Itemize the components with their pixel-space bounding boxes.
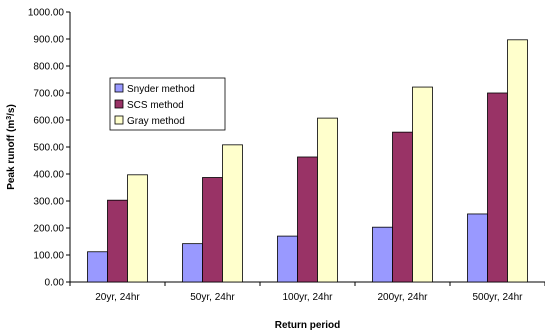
bar-scs-method bbox=[392, 131, 413, 283]
x-axis-title: Return period bbox=[275, 320, 341, 331]
x-tick-label: 50yr, 24hr bbox=[190, 292, 235, 303]
legend-box bbox=[109, 77, 226, 131]
y-tick-label: 700.00 bbox=[33, 89, 64, 100]
y-axis-title-suffix: /s) bbox=[6, 104, 17, 116]
x-tick-label: 100yr, 24hr bbox=[282, 292, 333, 303]
legend-swatch bbox=[114, 115, 124, 125]
y-tick-label: 500.00 bbox=[33, 143, 64, 154]
bar-snyder-method bbox=[372, 226, 393, 283]
legend-swatch bbox=[114, 99, 124, 109]
x-tick-label: 20yr, 24hr bbox=[95, 292, 140, 303]
bar-snyder-method bbox=[277, 235, 298, 283]
y-tick-label: 100.00 bbox=[33, 251, 64, 262]
x-axis: 20yr, 24hr 50yr, 24hr 100yr, 24hr 200yr, 24… bbox=[69, 281, 545, 303]
y-tick-label: 200.00 bbox=[33, 224, 64, 235]
y-tick-label: 400.00 bbox=[33, 170, 64, 181]
legend-swatch bbox=[114, 83, 124, 93]
legend: Snyder method SCS method Gray method bbox=[109, 77, 226, 131]
bar-snyder-method bbox=[467, 213, 488, 283]
bar-snyder-method bbox=[182, 243, 203, 283]
bar-gray-method bbox=[412, 86, 433, 283]
bar-scs-method bbox=[202, 177, 223, 283]
legend-label: Snyder method bbox=[127, 84, 195, 95]
bar-scs-method bbox=[107, 199, 128, 283]
x-tick-label: 500yr, 24hr bbox=[472, 292, 523, 303]
bar-snyder-method bbox=[87, 251, 108, 283]
bar-gray-method bbox=[222, 144, 243, 283]
y-tick-label: 900.00 bbox=[33, 35, 64, 46]
y-axis-title: Peak runoff (m3/s) bbox=[6, 104, 18, 190]
bar-gray-method bbox=[127, 174, 148, 283]
x-ticks: 20yr, 24hr 50yr, 24hr 100yr, 24hr 200yr, 24… bbox=[69, 282, 545, 303]
bars bbox=[87, 39, 528, 283]
y-tick-label: 600.00 bbox=[33, 116, 64, 127]
legend-label: Gray method bbox=[127, 116, 185, 127]
bar-gray-method bbox=[317, 117, 338, 283]
y-tick-label: 1000.00 bbox=[28, 8, 65, 19]
y-ticks: 0.00 100.00 200.00 300.00 400.00 500.00 600.00… bbox=[28, 8, 70, 289]
bar-gray-method bbox=[507, 39, 528, 283]
y-tick-label: 0.00 bbox=[45, 278, 65, 289]
y-axis-title-prefix: Peak runoff (m bbox=[6, 120, 17, 190]
legend-label: SCS method bbox=[127, 100, 184, 111]
y-axis-title-superscript: 3 bbox=[6, 116, 13, 120]
bar-scs-method bbox=[487, 92, 508, 283]
y-tick-label: 300.00 bbox=[33, 197, 64, 208]
bar-scs-method bbox=[297, 156, 318, 283]
y-axis: 0.00 100.00 200.00 300.00 400.00 500.00 600.00… bbox=[28, 8, 71, 289]
y-tick-label: 800.00 bbox=[33, 62, 64, 73]
x-tick-label: 200yr, 24hr bbox=[377, 292, 428, 303]
